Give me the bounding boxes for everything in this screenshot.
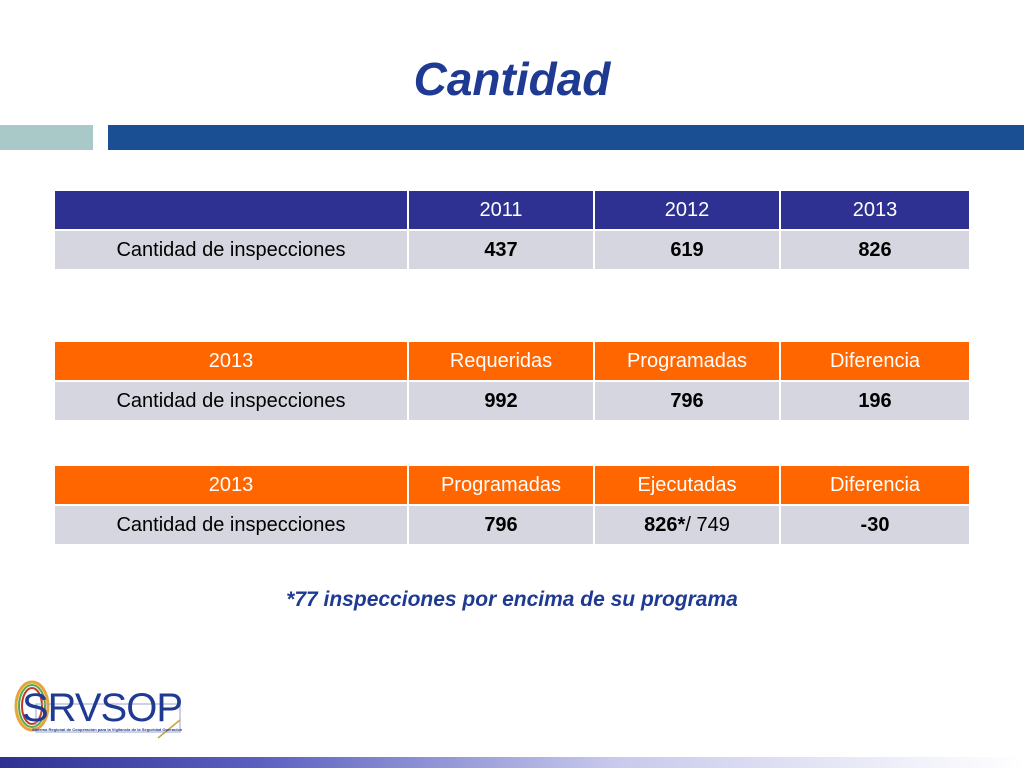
slide-title: Cantidad	[413, 53, 611, 105]
table-header-row: 2013 Requeridas Programadas Diferencia	[53, 340, 971, 382]
value-cell: 796	[593, 380, 781, 422]
table-row: Cantidad de inspecciones 437 619 826	[53, 229, 971, 271]
header-cell: Diferencia	[779, 464, 971, 506]
header-cell: 2013	[53, 464, 409, 506]
value-cell: 619	[593, 229, 781, 271]
header-cell: Diferencia	[779, 340, 971, 382]
header-cell: 2011	[407, 189, 595, 231]
logo-ring-orange	[14, 680, 50, 732]
logo-frame	[35, 703, 181, 733]
footnote: *77 inspecciones por encima de su progra…	[286, 588, 738, 611]
executed-value: 826*	[644, 513, 686, 536]
header-cell: Programadas	[407, 464, 595, 506]
header-cell	[53, 189, 409, 231]
header-cell: 2013	[53, 340, 409, 382]
accent-bar-dark	[108, 125, 1024, 150]
row-label: Cantidad de inspecciones	[53, 380, 409, 422]
header-cell: Programadas	[593, 340, 781, 382]
logo-swoosh	[157, 719, 181, 739]
programmed-vs-executed-table: 2013 Programadas Ejecutadas Diferencia C…	[53, 464, 971, 546]
logo-ring-green	[18, 684, 46, 728]
header-cell: 2013	[779, 189, 971, 231]
required-vs-programmed-table: 2013 Requeridas Programadas Diferencia C…	[53, 340, 971, 422]
srvsop-logo	[14, 680, 181, 739]
logo-subtitle: Sistema Regional de Cooperación para la …	[32, 727, 182, 732]
inspections-by-year-table: 2011 2012 2013 Cantidad de inspecciones …	[53, 189, 971, 271]
value-cell: 437	[407, 229, 595, 271]
header-cell: Ejecutadas	[593, 464, 781, 506]
value-cell: 992	[407, 380, 595, 422]
table-header-row: 2013 Programadas Ejecutadas Diferencia	[53, 464, 971, 506]
row-label: Cantidad de inspecciones	[53, 504, 409, 546]
value-cell: 826	[779, 229, 971, 271]
table-header-row: 2011 2012 2013	[53, 189, 971, 231]
header-cell: Requeridas	[407, 340, 595, 382]
value-cell: 796	[407, 504, 595, 546]
value-cell: -30	[779, 504, 971, 546]
value-cell: 826*/ 749	[593, 504, 781, 546]
accent-bar-light	[0, 125, 93, 150]
logo-text: SRVSOP	[22, 686, 183, 730]
bottom-gradient-bar	[0, 757, 1024, 768]
header-cell: 2012	[593, 189, 781, 231]
executed-suffix: / 749	[685, 513, 730, 536]
value-cell: 196	[779, 380, 971, 422]
table-row: Cantidad de inspecciones 992 796 196	[53, 380, 971, 422]
logo-ring-red	[21, 687, 43, 725]
row-label: Cantidad de inspecciones	[53, 229, 409, 271]
table-row: Cantidad de inspecciones 796 826*/ 749 -…	[53, 504, 971, 546]
